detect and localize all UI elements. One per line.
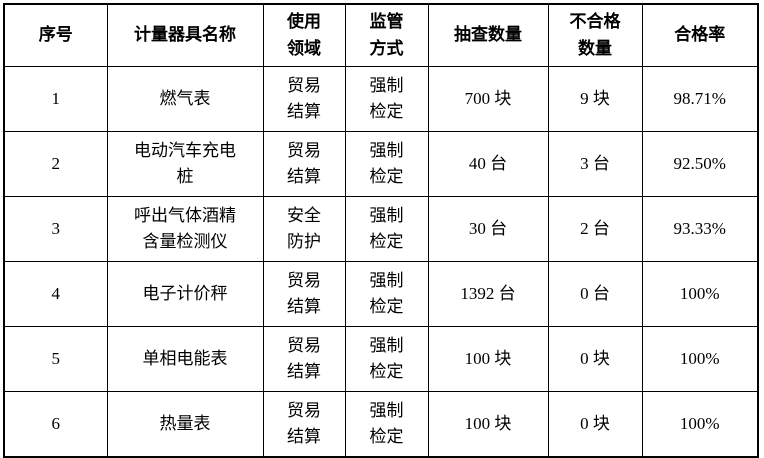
cell-index: 1 [3, 66, 108, 132]
cell-supervision-method: 强制 检定 [344, 66, 429, 132]
column-header-index: 序号 [3, 3, 108, 67]
inspection-results-table: 序号 计量器具名称 使用 领域 监管 方式 抽查数量 不合格 数量 合格率 1 … [3, 3, 759, 458]
cell-pass-rate: 93.33% [641, 196, 759, 262]
cell-sampled-quantity: 30 台 [427, 196, 549, 262]
cell-usage-field: 贸易 结算 [262, 391, 346, 458]
column-header-instrument-name: 计量器具名称 [106, 3, 264, 67]
cell-index: 4 [3, 261, 108, 327]
cell-instrument-name: 燃气表 [106, 66, 264, 132]
table-header-row: 序号 计量器具名称 使用 领域 监管 方式 抽查数量 不合格 数量 合格率 [3, 3, 759, 67]
table-row: 4 电子计价秤 贸易 结算 强制 检定 1392 台 0 台 100% [3, 261, 759, 327]
cell-failed-quantity: 9 块 [547, 66, 643, 132]
cell-index: 3 [3, 196, 108, 262]
cell-failed-quantity: 2 台 [547, 196, 643, 262]
cell-supervision-method: 强制 检定 [344, 261, 429, 327]
cell-sampled-quantity: 700 块 [427, 66, 549, 132]
cell-instrument-name: 热量表 [106, 391, 264, 458]
inspection-results-table-container: 序号 计量器具名称 使用 领域 监管 方式 抽查数量 不合格 数量 合格率 1 … [3, 3, 759, 458]
column-header-supervision-method: 监管 方式 [344, 3, 429, 67]
cell-index: 5 [3, 326, 108, 392]
column-header-failed-quantity: 不合格 数量 [547, 3, 643, 67]
cell-supervision-method: 强制 检定 [344, 131, 429, 197]
cell-pass-rate: 100% [641, 261, 759, 327]
cell-supervision-method: 强制 检定 [344, 391, 429, 458]
cell-failed-quantity: 3 台 [547, 131, 643, 197]
cell-usage-field: 贸易 结算 [262, 326, 346, 392]
table-body: 1 燃气表 贸易 结算 强制 检定 700 块 9 块 98.71% 2 电动汽… [3, 66, 759, 458]
cell-index: 6 [3, 391, 108, 458]
table-row: 1 燃气表 贸易 结算 强制 检定 700 块 9 块 98.71% [3, 66, 759, 132]
cell-sampled-quantity: 100 块 [427, 391, 549, 458]
cell-pass-rate: 100% [641, 326, 759, 392]
cell-failed-quantity: 0 块 [547, 326, 643, 392]
cell-failed-quantity: 0 台 [547, 261, 643, 327]
table-row: 2 电动汽车充电 桩 贸易 结算 强制 检定 40 台 3 台 92.50% [3, 131, 759, 197]
cell-usage-field: 贸易 结算 [262, 261, 346, 327]
cell-sampled-quantity: 1392 台 [427, 261, 549, 327]
cell-sampled-quantity: 40 台 [427, 131, 549, 197]
cell-index: 2 [3, 131, 108, 197]
cell-failed-quantity: 0 块 [547, 391, 643, 458]
cell-supervision-method: 强制 检定 [344, 196, 429, 262]
cell-pass-rate: 100% [641, 391, 759, 458]
cell-sampled-quantity: 100 块 [427, 326, 549, 392]
cell-pass-rate: 92.50% [641, 131, 759, 197]
cell-instrument-name: 单相电能表 [106, 326, 264, 392]
cell-supervision-method: 强制 检定 [344, 326, 429, 392]
cell-instrument-name: 呼出气体酒精 含量检测仪 [106, 196, 264, 262]
cell-pass-rate: 98.71% [641, 66, 759, 132]
table-row: 3 呼出气体酒精 含量检测仪 安全 防护 强制 检定 30 台 2 台 93.3… [3, 196, 759, 262]
column-header-sampled-quantity: 抽查数量 [427, 3, 549, 67]
column-header-pass-rate: 合格率 [641, 3, 759, 67]
cell-usage-field: 贸易 结算 [262, 66, 346, 132]
table-row: 6 热量表 贸易 结算 强制 检定 100 块 0 块 100% [3, 391, 759, 458]
cell-usage-field: 贸易 结算 [262, 131, 346, 197]
cell-usage-field: 安全 防护 [262, 196, 346, 262]
table-row: 5 单相电能表 贸易 结算 强制 检定 100 块 0 块 100% [3, 326, 759, 392]
cell-instrument-name: 电动汽车充电 桩 [106, 131, 264, 197]
cell-instrument-name: 电子计价秤 [106, 261, 264, 327]
column-header-usage-field: 使用 领域 [262, 3, 346, 67]
